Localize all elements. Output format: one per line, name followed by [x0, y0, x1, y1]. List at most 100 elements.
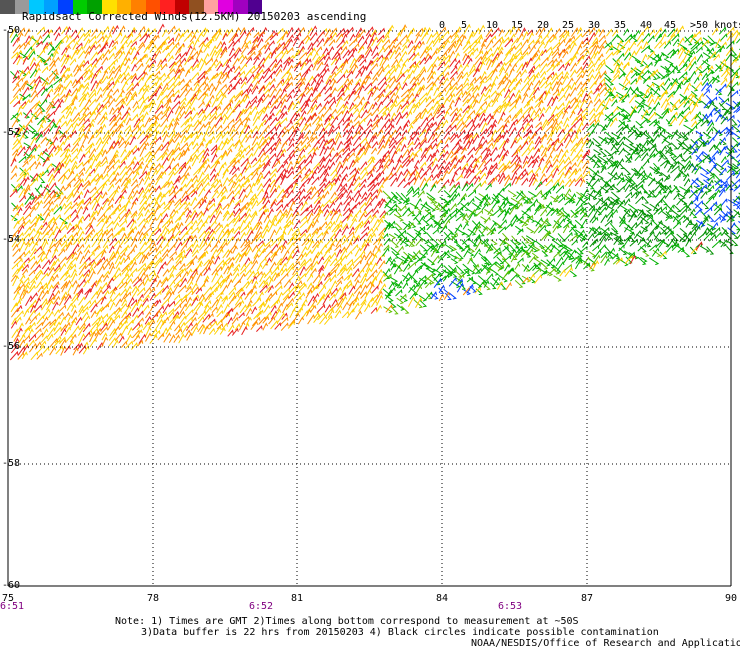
- wind-barb: [31, 241, 39, 251]
- wind-barb: [40, 58, 49, 66]
- wind-barb: [263, 275, 272, 285]
- wind-barb: [172, 221, 180, 231]
- wind-barb: [223, 137, 230, 145]
- wind-barb: [239, 63, 248, 72]
- wind-barb: [161, 243, 169, 252]
- wind-barb: [377, 235, 384, 246]
- wind-barb: [515, 55, 524, 65]
- wind-barb: [547, 257, 556, 266]
- wind-barb: [255, 163, 262, 174]
- wind-barb: [215, 116, 223, 127]
- wind-barb: [144, 74, 152, 85]
- wind-barb: [165, 105, 172, 114]
- wind-barb: [299, 258, 307, 266]
- wind-barb: [558, 152, 567, 164]
- wind-barb: [323, 116, 331, 126]
- wind-barb: [138, 218, 146, 227]
- wind-barb: [454, 223, 463, 234]
- legend-label: 40: [640, 20, 653, 31]
- wind-barb: [73, 172, 79, 181]
- wind-barb: [585, 263, 595, 272]
- wind-barb: [319, 177, 327, 187]
- wind-barb: [425, 214, 435, 223]
- wind-barb: [630, 208, 639, 218]
- wind-barb: [521, 241, 528, 248]
- wind-barb: [48, 68, 58, 78]
- wind-barb: [154, 162, 161, 171]
- wind-barb: [244, 31, 252, 43]
- wind-barb: [298, 183, 305, 191]
- wind-barb: [378, 27, 385, 36]
- wind-barb: [323, 152, 332, 162]
- wind-barb: [552, 264, 562, 273]
- wind-barb: [154, 130, 161, 139]
- wind-barb: [84, 200, 92, 209]
- wind-barb: [577, 159, 584, 168]
- wind-barb: [582, 49, 590, 60]
- wind-barb: [287, 101, 295, 113]
- wind-barb: [615, 237, 625, 245]
- wind-barb: [82, 111, 92, 121]
- wind-barb: [701, 39, 710, 48]
- wind-barb: [628, 231, 635, 240]
- wind-barb: [664, 66, 672, 73]
- wind-barb: [507, 267, 515, 275]
- wind-barb: [234, 139, 241, 149]
- wind-barb: [322, 122, 331, 132]
- wind-barb: [467, 67, 476, 78]
- wind-barb: [201, 195, 208, 204]
- wind-barb: [154, 135, 162, 144]
- wind-barb: [203, 82, 209, 91]
- wind-barb: [317, 256, 325, 265]
- wind-barb: [300, 207, 309, 216]
- wind-barb: [270, 50, 277, 59]
- wind-barb: [17, 224, 25, 235]
- wind-barb: [178, 43, 185, 54]
- wind-barb: [69, 208, 77, 217]
- wind-barb: [564, 169, 571, 179]
- wind-barb: [414, 216, 422, 225]
- wind-barb: [52, 213, 62, 224]
- legend-swatch: [29, 0, 44, 14]
- wind-barb: [695, 241, 703, 251]
- wind-barb: [252, 35, 259, 44]
- wind-barb: [412, 93, 419, 103]
- wind-barb: [12, 183, 21, 192]
- wind-barb: [197, 80, 207, 90]
- wind-barb: [275, 226, 283, 236]
- wind-barb: [730, 70, 738, 79]
- wind-barb: [166, 235, 175, 245]
- wind-barb: [388, 203, 397, 213]
- wind-barb: [630, 71, 638, 79]
- wind-barb: [715, 113, 722, 123]
- wind-barb: [511, 216, 519, 227]
- wind-barb: [135, 118, 144, 128]
- wind-barb: [15, 49, 23, 59]
- wind-barb: [541, 220, 550, 227]
- wind-barb: [19, 195, 26, 203]
- wind-barb: [299, 165, 307, 174]
- wind-barb: [479, 139, 488, 150]
- wind-barb: [18, 187, 26, 198]
- wind-barb: [76, 147, 83, 156]
- wind-barb: [654, 56, 662, 67]
- wind-barb: [504, 88, 511, 99]
- wind-barb: [294, 116, 303, 126]
- wind-barb: [539, 70, 547, 78]
- wind-barb: [454, 96, 462, 107]
- wind-barb: [358, 268, 365, 276]
- wind-barb: [49, 102, 56, 109]
- wind-barb: [529, 53, 537, 62]
- wind-barb: [666, 204, 675, 215]
- wind-barb: [245, 171, 254, 180]
- wind-barb: [504, 263, 510, 272]
- wind-barb: [676, 233, 686, 243]
- wind-barb: [77, 243, 85, 253]
- wind-barb: [293, 32, 302, 41]
- wind-barb: [298, 131, 305, 140]
- wind-barb: [22, 160, 29, 168]
- wind-barb: [509, 205, 517, 215]
- wind-barb: [249, 193, 257, 201]
- wind-barb: [600, 150, 608, 158]
- wind-barb: [257, 33, 264, 43]
